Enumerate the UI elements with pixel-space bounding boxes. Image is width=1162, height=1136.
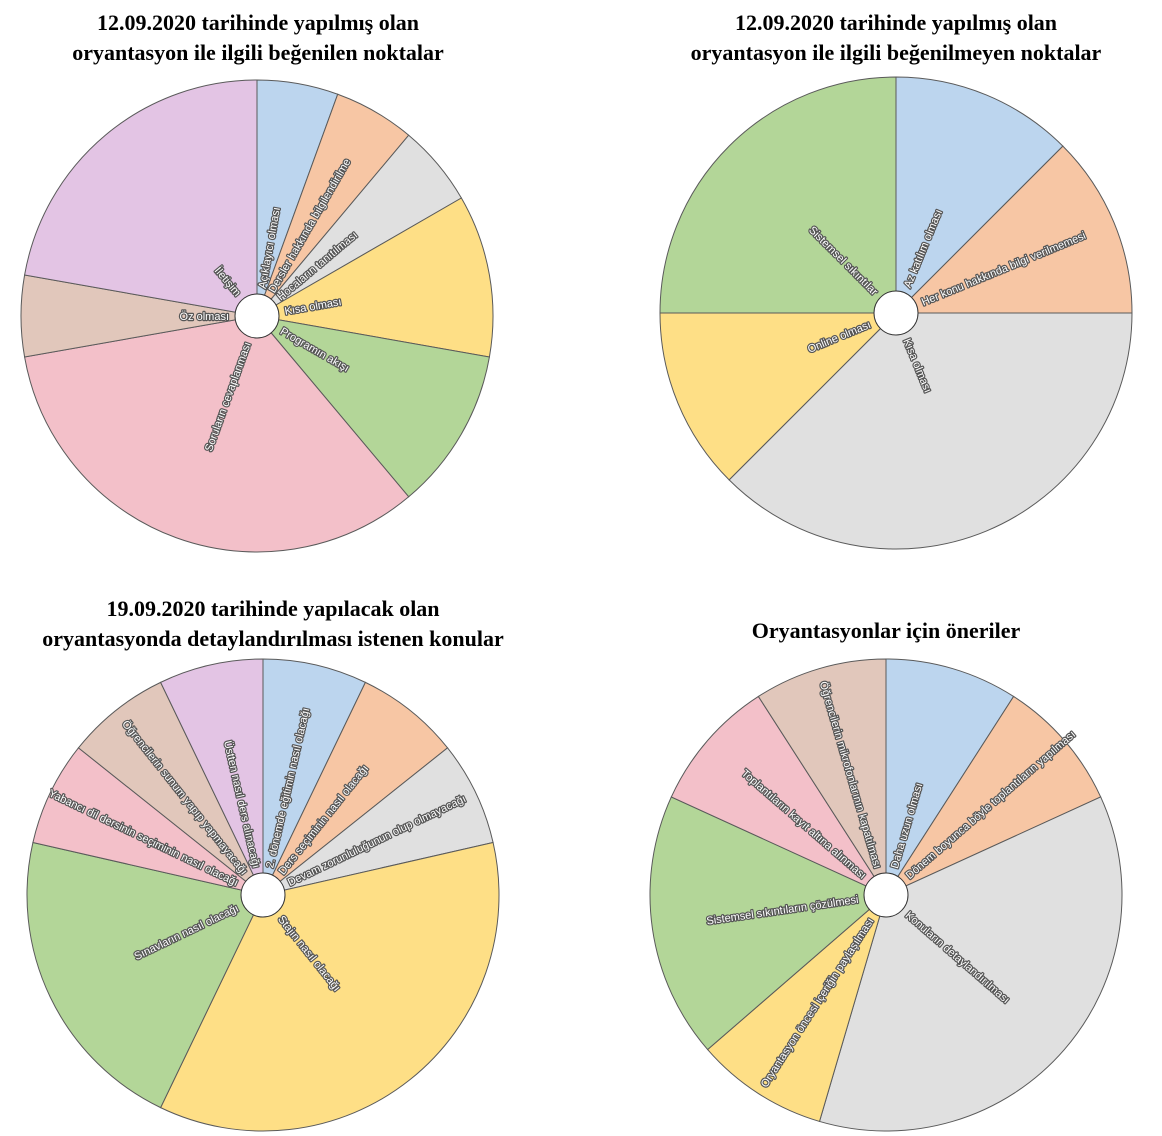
chart-title: Oryantasyonlar için öneriler <box>580 616 1162 646</box>
pie-chart-liked-points: 12.09.2020 tarihinde yapılmış olan oryan… <box>0 0 560 560</box>
pie-center-hole <box>873 290 919 336</box>
pie-slice-daha-uzun-olmasi <box>885 658 1015 897</box>
pie-slice-programin-akisi <box>255 315 490 498</box>
chart-title: 19.09.2020 tarihinde yapılacak olan orya… <box>0 594 546 654</box>
chart-title-line-2: oryantasyonda detaylandırılması istenen … <box>42 626 504 651</box>
chart-title: 12.09.2020 tarihinde yapılmış olan oryan… <box>580 8 1162 68</box>
pie-slice-i-letisim <box>24 79 258 317</box>
pie-slice-sistemsel-sikintilar <box>659 76 897 314</box>
pie-slice-devam-zorunlulugunun-olup-olmayacagi <box>262 747 494 896</box>
pie-chart-disliked-points: 12.09.2020 tarihinde yapılmış olan oryan… <box>580 0 1162 560</box>
chart-title-line-1: Oryantasyonlar için öneriler <box>751 618 1021 643</box>
chart-title-line-2: oryantasyon ile ilgili beğenilmeyen nokt… <box>690 40 1102 65</box>
pie-slice-konularin-detaylandirilmasi <box>818 796 1123 1132</box>
pie-slice-ogrencilerin-mikrofonlarinin-kapatilmasi <box>757 658 887 897</box>
pie-slice-ogrencilerin-sunum-yapip-yapmayacagi <box>77 681 264 896</box>
pie-slice-ustten-nasil-ders-alinacagi <box>159 658 264 896</box>
chart-title-line-1: 12.09.2020 tarihinde yapılmış olan <box>734 10 1058 35</box>
pie-slice-yabanci-dil-dersinin-seciminin-nasil-olacagi <box>32 747 264 896</box>
pie-slice-toplantilarin-kayit-altina-alinmasi <box>670 695 888 897</box>
pie-chart-suggestions: Oryantasyonlar için öneriler Daha uzun o… <box>580 580 1162 1136</box>
pie-slice-her-konu-hakkinda-bilgi-verilmemesi <box>894 145 1133 314</box>
pie-slice-donem-boyunca-boyle-toplantilarin-yapilmasi <box>884 695 1102 897</box>
pie-center-hole <box>234 293 280 339</box>
pie-slice-kisa-olmasi <box>728 312 1133 550</box>
pie-slice-az-katilim-olmasi <box>895 76 1064 315</box>
pie-slice-ders-seciminin-nasil-olacagi <box>262 681 449 896</box>
pie-center-hole <box>863 872 909 918</box>
chart-title: 12.09.2020 tarihinde yapılmış olan oryan… <box>0 8 516 68</box>
pie-slice-kisa-olmasi <box>255 197 494 358</box>
chart-title-line-2: oryantasyon ile ilgili beğenilen noktala… <box>72 40 444 65</box>
pie-slice-oryantasyon-oncesi-icerigin-paylasilmasi <box>706 893 887 1123</box>
pie-center-hole <box>240 872 286 918</box>
slice-label-oz-olmasi: Öz olması <box>179 311 229 323</box>
pie-slice-sistemsel-sikintilarin-cozulmesi <box>649 796 887 1051</box>
pie-slice-sorularin-cevaplanmasi <box>24 315 410 553</box>
pie-slice-sinavlarin-nasil-olacagi <box>26 841 264 1109</box>
chart-title-line-1: 12.09.2020 tarihinde yapılmış olan <box>96 10 420 35</box>
pie-chart-requested-topics: 19.09.2020 tarihinde yapılacak olan orya… <box>0 580 560 1136</box>
chart-title-line-1: 19.09.2020 tarihinde yapılacak olan <box>106 596 440 621</box>
pie-slice-2-donemde-egitimin-nasil-olacagi <box>262 658 367 896</box>
pie-slice-stajin-nasil-olacagi <box>159 841 500 1132</box>
pie-slice-online-olmasi <box>659 312 898 481</box>
